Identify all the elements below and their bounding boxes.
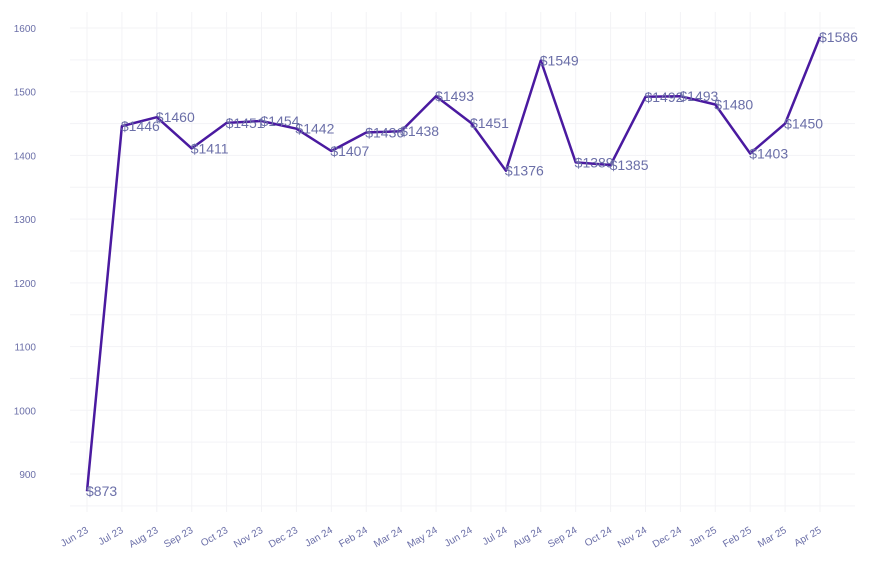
x-tick-label: Jan 24 xyxy=(303,525,335,550)
data-label: $1586 xyxy=(819,29,858,45)
data-label: $1454 xyxy=(261,113,300,129)
data-label: $1451 xyxy=(470,115,509,131)
data-label: $1376 xyxy=(505,163,544,179)
x-tick-label: Oct 24 xyxy=(583,525,614,549)
data-label: $1389 xyxy=(575,154,614,170)
x-tick-label: Mar 24 xyxy=(372,525,405,550)
data-label: $1446 xyxy=(121,118,160,134)
data-label: $1438 xyxy=(400,123,439,139)
data-label: $1450 xyxy=(784,116,823,132)
x-tick-label: Jul 24 xyxy=(481,525,510,548)
x-tick-label: Aug 24 xyxy=(511,525,544,551)
grid xyxy=(70,12,855,512)
data-label: $873 xyxy=(86,483,117,499)
x-tick-label: Dec 24 xyxy=(651,525,684,551)
y-tick-label: 1600 xyxy=(14,24,37,35)
data-label: $1403 xyxy=(749,146,788,162)
data-label: $1407 xyxy=(330,143,369,159)
x-tick-label: Feb 24 xyxy=(337,525,370,550)
x-tick-label: Jun 23 xyxy=(59,525,91,550)
x-axis-ticks: Jun 23 Jul 23 Aug 23 Sep 23 Oct 23 Nov 23 Dec … xyxy=(59,525,824,551)
data-label: $1385 xyxy=(610,157,649,173)
x-tick-label: Jun 24 xyxy=(443,525,475,550)
y-tick-label: 1200 xyxy=(14,279,37,290)
data-label: $1493 xyxy=(435,88,474,104)
x-tick-label: Oct 23 xyxy=(199,525,230,549)
data-labels: $873$1446$1460$1411$1451$1454$1442$1407$… xyxy=(86,29,858,499)
x-tick-label: Apr 25 xyxy=(792,525,823,549)
x-tick-label: Sep 23 xyxy=(162,525,195,551)
data-label: $1460 xyxy=(156,109,195,125)
data-label: $1492 xyxy=(644,89,683,105)
y-axis-ticks: 900 1000 1100 1200 1300 1400 1500 1600 xyxy=(14,24,37,481)
y-tick-label: 1100 xyxy=(14,343,36,354)
data-label: $1411 xyxy=(191,140,229,156)
x-tick-label: Sep 24 xyxy=(546,525,579,551)
x-tick-label: Jul 23 xyxy=(97,525,126,548)
data-label: $1493 xyxy=(679,88,718,104)
x-tick-label: Dec 23 xyxy=(267,525,300,551)
series-line xyxy=(85,36,822,492)
x-tick-label: Jan 25 xyxy=(687,525,719,550)
x-tick-label: Aug 23 xyxy=(127,525,160,551)
x-tick-label: Nov 23 xyxy=(232,525,265,551)
y-tick-label: 1000 xyxy=(14,406,37,417)
data-label: $1480 xyxy=(714,96,753,112)
data-label: $1451 xyxy=(226,115,265,131)
data-label: $1436 xyxy=(365,124,404,140)
y-tick-label: 1500 xyxy=(14,88,37,99)
y-tick-label: 1300 xyxy=(14,215,37,226)
x-tick-label: Mar 25 xyxy=(756,525,789,550)
x-tick-label: Nov 24 xyxy=(616,525,649,551)
y-tick-label: 900 xyxy=(19,470,36,481)
data-label: $1442 xyxy=(295,121,334,137)
data-label: $1549 xyxy=(540,52,579,68)
x-tick-label: Feb 25 xyxy=(721,525,754,550)
x-tick-label: May 24 xyxy=(406,525,440,551)
y-tick-label: 1400 xyxy=(14,151,37,162)
